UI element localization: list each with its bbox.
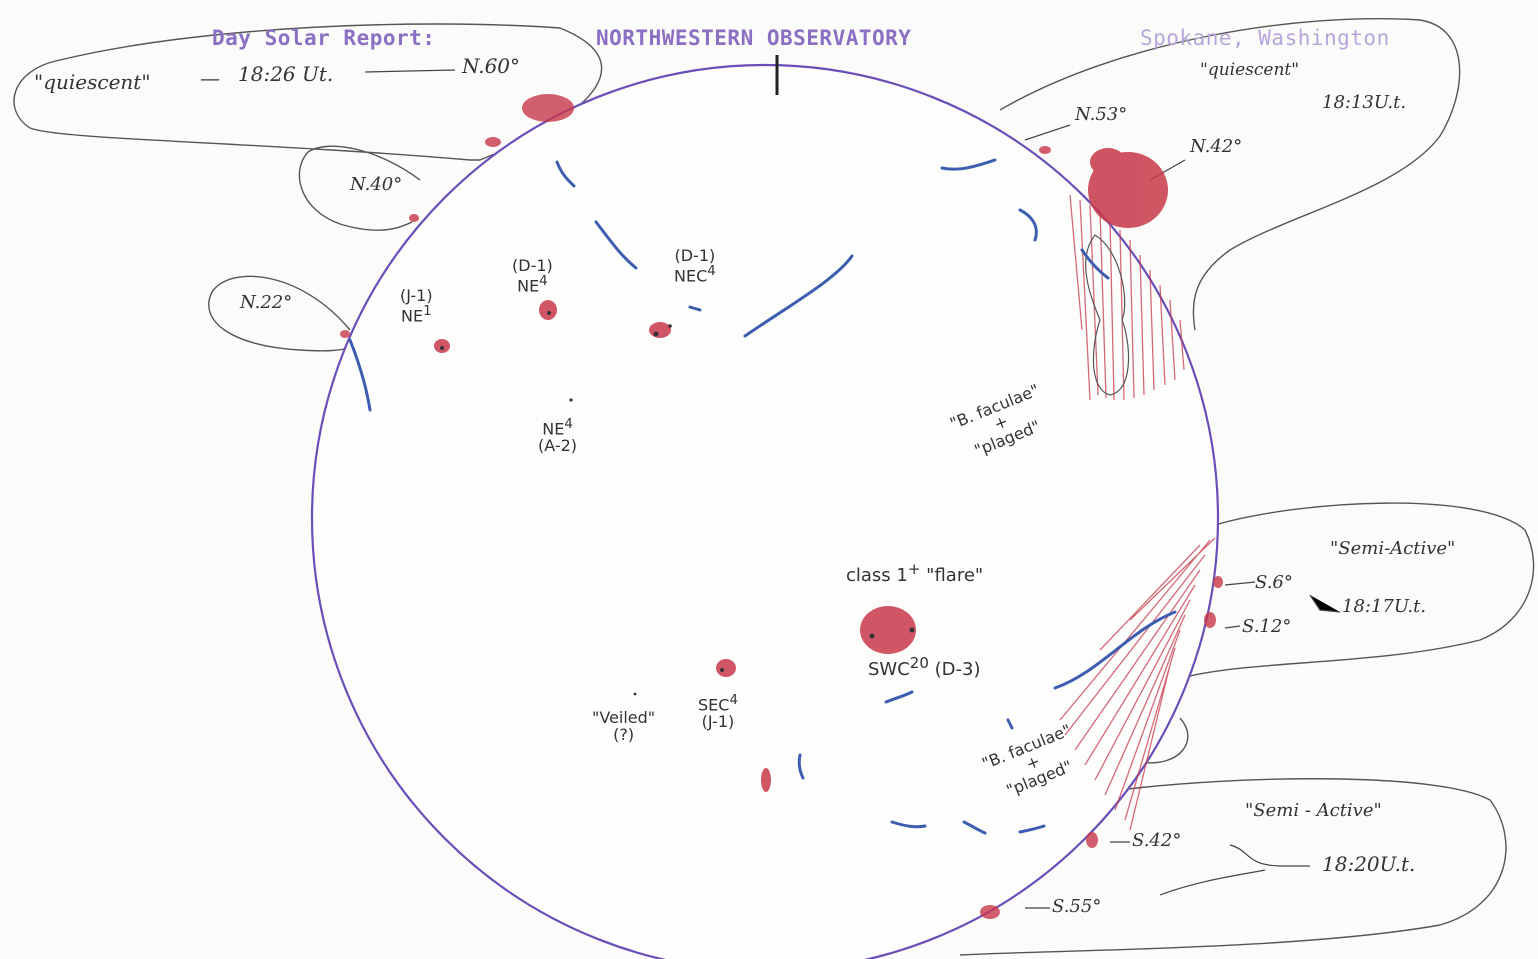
callout-loop-se xyxy=(1139,717,1189,764)
nw-state-label: "quiescent" xyxy=(34,70,151,94)
se-upper-time-label: 18:17U.t. xyxy=(1342,596,1427,617)
sunspots xyxy=(440,311,915,696)
plage-se xyxy=(1059,537,1216,831)
n40-label: N.40° xyxy=(350,174,403,195)
n60-label: N.60° xyxy=(462,54,521,78)
callout-balloon-n40 xyxy=(298,145,421,231)
group-label-j1: (J-1) NE1 xyxy=(400,286,433,326)
flare-label: class 1+ "flare" xyxy=(846,560,984,586)
callout-balloon-n22 xyxy=(208,275,351,352)
callout-balloon-ne xyxy=(999,18,1461,331)
leader-line xyxy=(1309,594,1341,613)
callout-balloon-se-lower xyxy=(959,778,1507,956)
n53-label: N.53° xyxy=(1075,104,1128,125)
n22-label: N.22° xyxy=(240,292,293,313)
s42-label: S.42° xyxy=(1132,830,1182,851)
group-label-a2: NE4 (A-2) xyxy=(538,417,578,456)
faculae-outline-north xyxy=(1085,234,1130,396)
group-label-d1-b: (D-1) NEC4 xyxy=(674,246,716,286)
nw-time-label: 18:26 Ut. xyxy=(238,62,334,86)
leader-line xyxy=(1224,581,1256,586)
plage-limb-north xyxy=(340,94,1051,338)
filaments xyxy=(348,158,1177,835)
veiled-label: "Veiled" (?) xyxy=(592,708,656,744)
group-label-d1-a: (D-1) NE4 xyxy=(512,256,553,296)
leader-line xyxy=(1159,869,1266,896)
flare-group-label: SWC20 (D-3) xyxy=(868,654,981,680)
report-title: Day Solar Report: xyxy=(212,26,436,50)
n42-label: N.42° xyxy=(1190,136,1243,157)
leader-line xyxy=(1224,625,1241,629)
group-label-sec: SEC4 (J-1) xyxy=(698,693,738,732)
leader-line xyxy=(364,69,456,73)
observatory-location: Spokane, Washington xyxy=(1140,26,1390,50)
s12-label: S.12° xyxy=(1242,616,1292,637)
callout-balloon-nw xyxy=(13,23,603,161)
s6-label: S.6° xyxy=(1255,572,1293,593)
ne-time-label: 18:13U.t. xyxy=(1322,92,1407,113)
ne-state-label: "quiescent" xyxy=(1200,60,1300,80)
callout-balloon-se-upper xyxy=(1189,502,1535,677)
s55-label: S.55° xyxy=(1052,896,1102,917)
nw-dash: — xyxy=(200,66,220,90)
se-lower-state-label: "Semi - Active" xyxy=(1245,800,1382,821)
solar-disk xyxy=(311,64,1219,959)
plage-limb-south xyxy=(980,576,1223,919)
plage-ne xyxy=(1069,194,1185,401)
se-upper-state-label: "Semi-Active" xyxy=(1330,538,1456,559)
plage-ne-cluster xyxy=(1088,148,1168,228)
leader-line xyxy=(1024,124,1071,141)
observatory-name: NORTHWESTERN OBSERVATORY xyxy=(596,26,912,50)
se-lower-time-label: 18:20U.t. xyxy=(1322,852,1416,876)
leader-line xyxy=(1229,844,1310,867)
